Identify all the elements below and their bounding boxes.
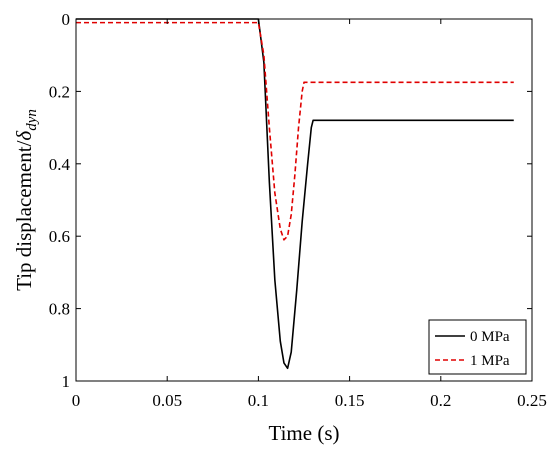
x-axis-label: Time (s) <box>269 421 340 445</box>
y-tick-label: 0.2 <box>49 82 70 101</box>
y-axis-label-symbol: δ <box>12 130 36 141</box>
x-tick-label: 0 <box>72 391 81 410</box>
y-tick-label: 0.8 <box>49 300 70 319</box>
x-tick-label: 0.05 <box>152 391 182 410</box>
y-tick-label: 0.4 <box>49 155 71 174</box>
y-tick-label: 0 <box>62 10 71 29</box>
legend: 0 MPa 1 MPa <box>428 319 527 375</box>
y-axis-label-main: Tip displacement/ <box>12 140 36 290</box>
y-axis-label-subscript: dyn <box>24 109 40 131</box>
y-tick-label: 1 <box>62 372 71 391</box>
legend-box <box>428 319 527 375</box>
y-axis-label: Tip displacement/δdyn <box>12 109 40 291</box>
x-tick-label: 0.2 <box>430 391 451 410</box>
x-tick-label: 0.1 <box>248 391 269 410</box>
x-tick-label: 0.15 <box>335 391 365 410</box>
y-tick-label: 0.6 <box>49 227 70 246</box>
series-line-0-mpa <box>76 18 514 370</box>
plot-frame <box>75 18 533 382</box>
ticks-layer: 0 0.05 0.1 0.15 0.2 0.25 0 0.2 0.4 0.6 0.8 1 <box>49 10 547 410</box>
legend-label-0-mpa: 0 MPa <box>470 329 510 345</box>
x-tick-label: 0.25 <box>517 391 547 410</box>
legend-label-1-mpa: 1 MPa <box>470 353 510 369</box>
series-line-1-mpa <box>76 21 514 241</box>
series-layer <box>76 18 514 370</box>
